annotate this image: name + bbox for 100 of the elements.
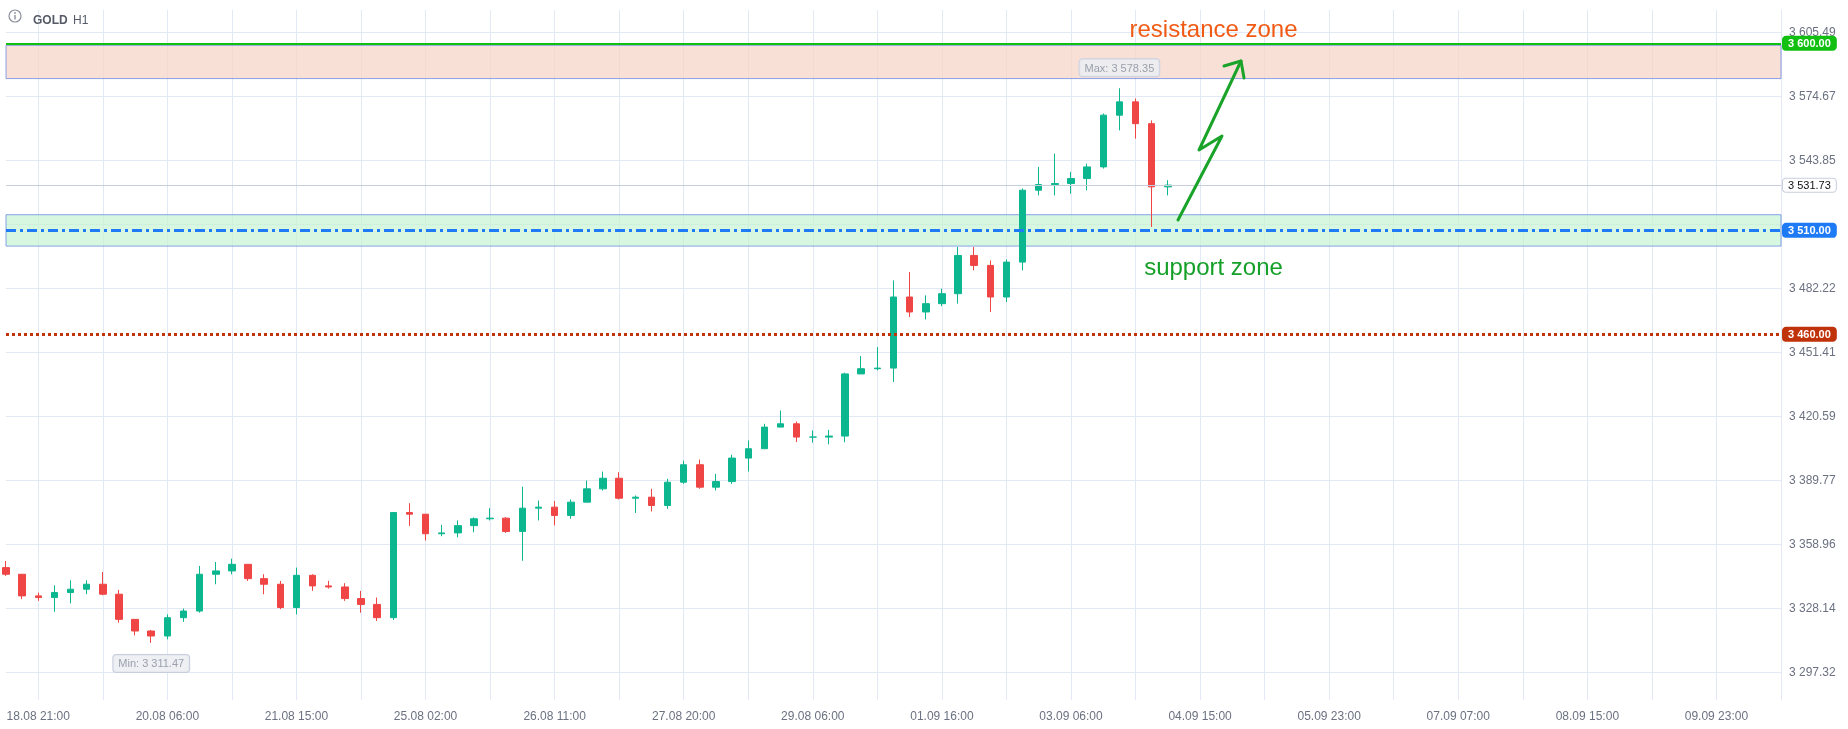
candlestick — [51, 584, 58, 613]
annotation: Max: 3 578.35 — [1084, 61, 1155, 74]
candlestick — [1132, 98, 1139, 140]
candlestick — [1067, 171, 1075, 195]
candlestick — [648, 488, 655, 512]
candlestick — [164, 613, 171, 640]
y-tick-label: 3 328.14 — [1789, 601, 1837, 616]
candlestick — [793, 421, 800, 443]
candlestick — [664, 478, 671, 510]
x-tick-label: 21.08 15:00 — [264, 709, 329, 723]
ref-line-label: 3 510.00 — [1788, 224, 1831, 237]
y-tick-label: 3 358.96 — [1789, 537, 1837, 552]
candlestick — [147, 629, 155, 644]
candlestick — [551, 500, 558, 526]
candlestick — [2, 560, 10, 577]
candlestick — [583, 480, 591, 503]
candlestick — [325, 580, 332, 590]
y-tick-label: 3 482.22 — [1789, 281, 1837, 296]
candlestick — [454, 519, 462, 538]
candlestick — [1019, 188, 1026, 271]
candlestick — [809, 429, 817, 444]
x-tick-label: 20.08 06:00 — [135, 709, 200, 723]
ref-line-label: 3 460.00 — [1788, 328, 1831, 341]
y-tick-label: 3 389.77 — [1789, 473, 1837, 488]
x-tick-label: 26.08 11:00 — [523, 709, 587, 723]
candlestick — [115, 589, 123, 624]
candlestick — [390, 512, 397, 621]
candlestick — [196, 565, 203, 614]
candlestick — [761, 423, 768, 450]
candlestick — [696, 459, 704, 490]
candlestick — [228, 558, 236, 575]
x-tick-label: 09.09 23:00 — [1684, 709, 1749, 723]
candlestick — [777, 409, 784, 428]
x-tick-label: 04.09 15:00 — [1168, 709, 1233, 723]
chart-subtitle: H1 — [73, 13, 89, 27]
candlestick — [244, 563, 252, 582]
candlestick — [83, 579, 90, 595]
band-label: support zone — [1144, 253, 1283, 281]
candlestick — [567, 498, 575, 520]
y-tick-label: 3 543.85 — [1789, 152, 1837, 167]
candlestick — [18, 573, 26, 600]
candlestick — [438, 524, 445, 537]
candlestick — [906, 271, 913, 318]
candlestick — [486, 507, 494, 521]
candlestick — [309, 573, 316, 592]
candlestick — [938, 288, 946, 307]
y-tick-label: 3 451.41 — [1789, 345, 1837, 360]
candlestick — [890, 279, 897, 383]
x-tick-label: 27.08 20:00 — [652, 709, 716, 723]
candlestick — [1003, 258, 1010, 303]
candlestick — [357, 590, 365, 614]
candlestick — [67, 579, 74, 604]
ref-line-label: 3 531.73 — [1788, 179, 1831, 192]
candlestick — [954, 246, 962, 305]
x-tick-label: 29.08 06:00 — [781, 709, 845, 723]
candlestick — [841, 372, 849, 443]
candlestick — [1100, 113, 1107, 170]
candlestick — [599, 471, 607, 492]
y-tick-label: 3 297.32 — [1789, 665, 1837, 680]
candlestick — [632, 494, 639, 514]
candlestick — [712, 473, 720, 492]
x-tick-label: 03.09 06:00 — [1039, 709, 1104, 723]
band-label: resistance zone — [1129, 15, 1298, 43]
x-tick-label: 18.08 21:00 — [6, 709, 71, 723]
candlestick — [406, 502, 413, 527]
candlestick — [1051, 153, 1059, 196]
candlestick — [373, 597, 381, 622]
candlestick — [212, 561, 220, 585]
candlestick — [728, 454, 736, 485]
chart-title: GOLD — [33, 13, 68, 27]
candlestick — [502, 516, 510, 534]
candlestick — [874, 346, 881, 371]
candlestick — [99, 571, 107, 596]
x-tick-label: 05.09 23:00 — [1297, 709, 1362, 723]
candlestick — [180, 608, 187, 623]
candlestick — [341, 582, 349, 602]
ref-line-label: 3 600.00 — [1788, 37, 1831, 50]
y-tick-label: 3 420.59 — [1789, 409, 1837, 424]
x-tick-label: 08.09 15:00 — [1555, 709, 1620, 723]
candlestick — [535, 499, 542, 521]
x-tick-label: 01.09 16:00 — [910, 709, 974, 723]
candlestick — [1116, 87, 1123, 131]
candlestick — [1083, 163, 1091, 191]
candlestick — [922, 294, 930, 320]
candlestick — [470, 516, 478, 533]
candlestick — [1148, 119, 1155, 228]
candlestick — [277, 580, 284, 610]
candlestick — [615, 471, 623, 500]
candlestick — [35, 592, 42, 602]
candlestick — [987, 259, 994, 313]
candlestick — [519, 486, 526, 562]
candlestick — [745, 439, 752, 473]
x-tick-label: 25.08 02:00 — [393, 709, 458, 723]
y-tick-label: 3 574.67 — [1789, 88, 1837, 103]
candlestick — [825, 429, 833, 445]
candlestick — [970, 246, 978, 271]
candlestick — [260, 573, 268, 595]
candlestick — [131, 618, 139, 636]
x-tick-label: 07.09 07:00 — [1426, 709, 1491, 723]
annotation: Min: 3 311.47 — [118, 657, 185, 670]
